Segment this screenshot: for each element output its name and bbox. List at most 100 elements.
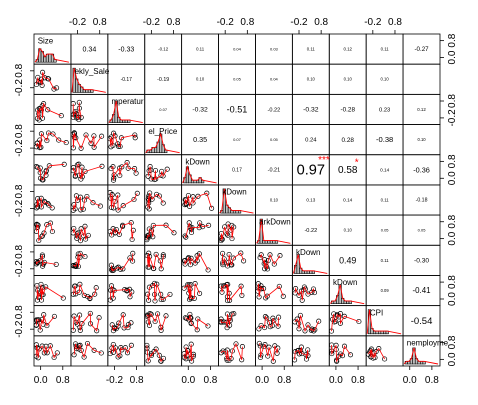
scatter-point-10-8-3	[347, 352, 354, 358]
scatter-point-10-0-10	[41, 350, 47, 356]
correlation-value-1-2: -0.17	[121, 77, 133, 83]
correlation-value-4-5: 0.17	[232, 167, 242, 173]
correlation-value-2-10: 0.12	[417, 107, 426, 112]
scatter-point-10-3-7	[158, 358, 164, 364]
smoother-line-2-0	[37, 102, 62, 121]
smoother-line-8-0	[36, 284, 64, 301]
scatter-point-10-0-8	[54, 350, 60, 356]
x-tick-label-7-0: -0.2	[290, 17, 308, 28]
scatter-point-8-1-5	[81, 292, 87, 298]
scatter-point-8-6-10	[263, 295, 269, 301]
x-tick-label-8-1: 0.8	[351, 375, 365, 386]
correlation-value-5-6: 0.10	[270, 197, 279, 202]
scatter-point-6-0-9	[39, 233, 45, 239]
smoother-line-6-4	[184, 221, 209, 239]
smoother-line-5-4	[184, 192, 212, 209]
scatter-point-10-6-9	[262, 342, 268, 348]
diagonal-label-Weekly_Sales: ekly_Sale	[75, 67, 110, 76]
x-tick-label-0-1: 0.8	[56, 375, 70, 386]
scatter-point-9-3-3	[148, 311, 154, 317]
scatter-point-10-1-11	[81, 354, 87, 360]
scatter-point-5-3-2	[153, 191, 160, 197]
histogram-bar-MarkDown5-5	[343, 300, 347, 304]
scatter-point-10-2-9	[124, 350, 131, 356]
scatter-point-10-2-11	[119, 347, 125, 353]
scatter-point-7-2-8	[127, 255, 133, 261]
y-tick-label-8-0: 0.0	[447, 292, 458, 306]
scatter-point-7-0-11	[40, 261, 46, 267]
smoother-line-9-5	[220, 313, 234, 328]
smoother-line-9-1	[72, 312, 100, 332]
scatter-point-3-1-9	[99, 133, 105, 139]
correlation-value-7-9: 0.11	[381, 258, 390, 263]
scatter-point-7-5-1	[241, 258, 247, 264]
correlation-value-4-6: -0.21	[268, 168, 281, 174]
scatter-point-9-4-8	[205, 323, 211, 329]
scatter-point-8-7-10	[296, 292, 302, 298]
correlation-value-5-10: -0.18	[416, 198, 428, 204]
panel-grid	[33, 33, 441, 367]
scatter-point-6-0-4	[49, 228, 55, 235]
x-tick-label-1-0: -0.2	[69, 17, 87, 28]
correlation-value-0-3: -0.12	[158, 47, 169, 52]
smoother-line-8-7	[294, 285, 315, 301]
correlation-value-6-10: 0.05	[418, 228, 427, 233]
y-tick-label-5-1: 0.8	[14, 184, 25, 198]
y-tick-label-4-1: 0.8	[447, 154, 458, 168]
correlation-value-6-8: 0.10	[344, 228, 353, 233]
scatter-point-4-1-10	[72, 173, 78, 179]
smoother-line-3-0	[36, 132, 67, 150]
scatter-point-10-2-5	[128, 342, 134, 348]
scatter-point-6-4-4	[183, 234, 189, 240]
correlation-value-4-9: 0.14	[380, 167, 390, 172]
correlation-value-5-7: 0.13	[306, 198, 315, 203]
scatter-point-10-3-9	[156, 352, 162, 358]
scatter-point-9-3-0	[155, 311, 161, 317]
scatter-point-10-1-0	[84, 340, 91, 347]
y-tick-label-6-0: 0.0	[447, 231, 458, 245]
scatter-point-9-6-8	[256, 326, 262, 332]
scatter-point-8-1-1	[93, 285, 99, 291]
scatter-point-8-4-8	[197, 290, 203, 296]
smoother-line-10-9	[368, 347, 385, 360]
smoother-line-8-3	[147, 282, 171, 302]
y-tick-label-1-1: 0.8	[14, 63, 25, 77]
scatter-point-8-7-6	[305, 291, 311, 297]
scatter-point-5-2-6	[131, 196, 137, 203]
panel-frame-7-6	[255, 244, 293, 276]
y-tick-label-5-0: -0.2	[14, 199, 25, 217]
smoother-line-4-3	[147, 166, 168, 181]
scatter-point-9-6-10	[264, 315, 270, 321]
y-tick-label-0-1: 0.8	[447, 33, 458, 47]
smoother-line-4-2	[110, 161, 137, 181]
smoother-line-4-0	[36, 163, 65, 181]
diagonal-label-Temperature: mperatur	[112, 97, 144, 106]
scatter-point-10-1-9	[91, 347, 97, 353]
correlation-value-6-9: 0.05	[381, 228, 390, 233]
scatter-point-10-9-10	[376, 346, 382, 352]
scatter-point-9-8-0	[341, 313, 347, 319]
smoother-line-6-5	[220, 223, 235, 241]
density-line-CPI	[366, 309, 402, 335]
correlation-value-1-6: 0.04	[270, 77, 279, 82]
scatter-point-8-6-7	[280, 293, 286, 299]
scatter-point-10-1-10	[78, 347, 84, 353]
correlation-value-0-7: 0.11	[307, 47, 316, 52]
scatter-point-10-5-7	[220, 348, 226, 354]
smoother-line-6-2	[109, 222, 134, 240]
scatter-point-5-1-8	[75, 197, 81, 203]
y-tick-label-2-0: -0.2	[447, 109, 458, 127]
correlation-value-7-10: -0.30	[414, 258, 429, 265]
scatter-point-4-2-10	[133, 170, 139, 176]
scatter-point-7-1-5	[82, 254, 88, 260]
correlation-value-2-5: -0.51	[227, 104, 248, 114]
smoother-line-10-5	[220, 342, 243, 362]
smoother-line-10-6	[258, 343, 279, 362]
scatter-point-9-7-11	[309, 326, 315, 332]
panel-frame-9-0	[33, 305, 72, 337]
correlation-value-2-4: -0.32	[192, 107, 208, 114]
smoother-line-9-4	[185, 314, 209, 331]
panel-frame-1-10	[402, 63, 441, 95]
scatter-point-10-8-8	[341, 343, 348, 349]
panel-frame-7-1	[70, 244, 109, 276]
